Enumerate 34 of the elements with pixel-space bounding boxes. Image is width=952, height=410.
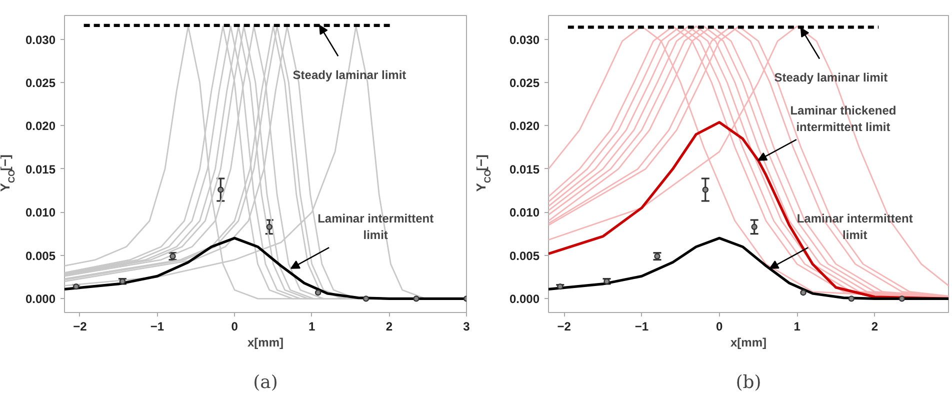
x-tick-label: 1 [308,320,316,334]
x-axis-title: x[mm] [247,336,284,350]
x-tick-label: 0 [231,320,238,334]
x-tick-label: −2 [73,320,88,334]
annotation: Laminar intermittent limit [318,211,434,242]
y-tick-label: 0.010 [509,206,540,220]
text: (a) [253,372,278,393]
y-tick-label: 0.000 [25,292,56,306]
y-tick-label: 0.015 [25,162,56,176]
y-tick-label: 0.020 [509,119,540,134]
y-tick-label: 0.025 [509,76,540,90]
annotation: Steady laminar limit [292,68,406,82]
annotation: Laminar thickened intermittent limit [790,103,896,134]
annotation: Steady laminar limit [774,70,888,85]
y-tick-label: 0.025 [25,76,56,90]
x-tick-label: 2 [386,320,393,334]
x-tick-label: 0 [716,320,724,334]
x-tick-label: −1 [150,320,164,334]
y-tick-label: 0.030 [509,32,540,47]
x-tick-label: 1 [794,320,801,334]
x-tick-label: −1 [634,320,649,334]
y-tick-label: 0.005 [25,248,56,263]
y-tick-label: 0.005 [509,248,540,263]
y-tick-label: 0.030 [25,32,56,47]
y-tick-label: 0.020 [25,119,56,134]
x-axis-title: x[mm] [730,336,767,350]
y-tick-label: 0.015 [509,162,540,176]
y-tick-label: 0.000 [509,292,540,306]
x-tick-label: 2 [871,320,878,334]
x-tick-label: 3 [463,320,470,334]
x-tick-label: −2 [557,320,572,334]
y-tick-label: 0.010 [25,206,56,220]
text: (b) [736,372,762,393]
annotation: Laminar intermittent limit [796,211,913,242]
